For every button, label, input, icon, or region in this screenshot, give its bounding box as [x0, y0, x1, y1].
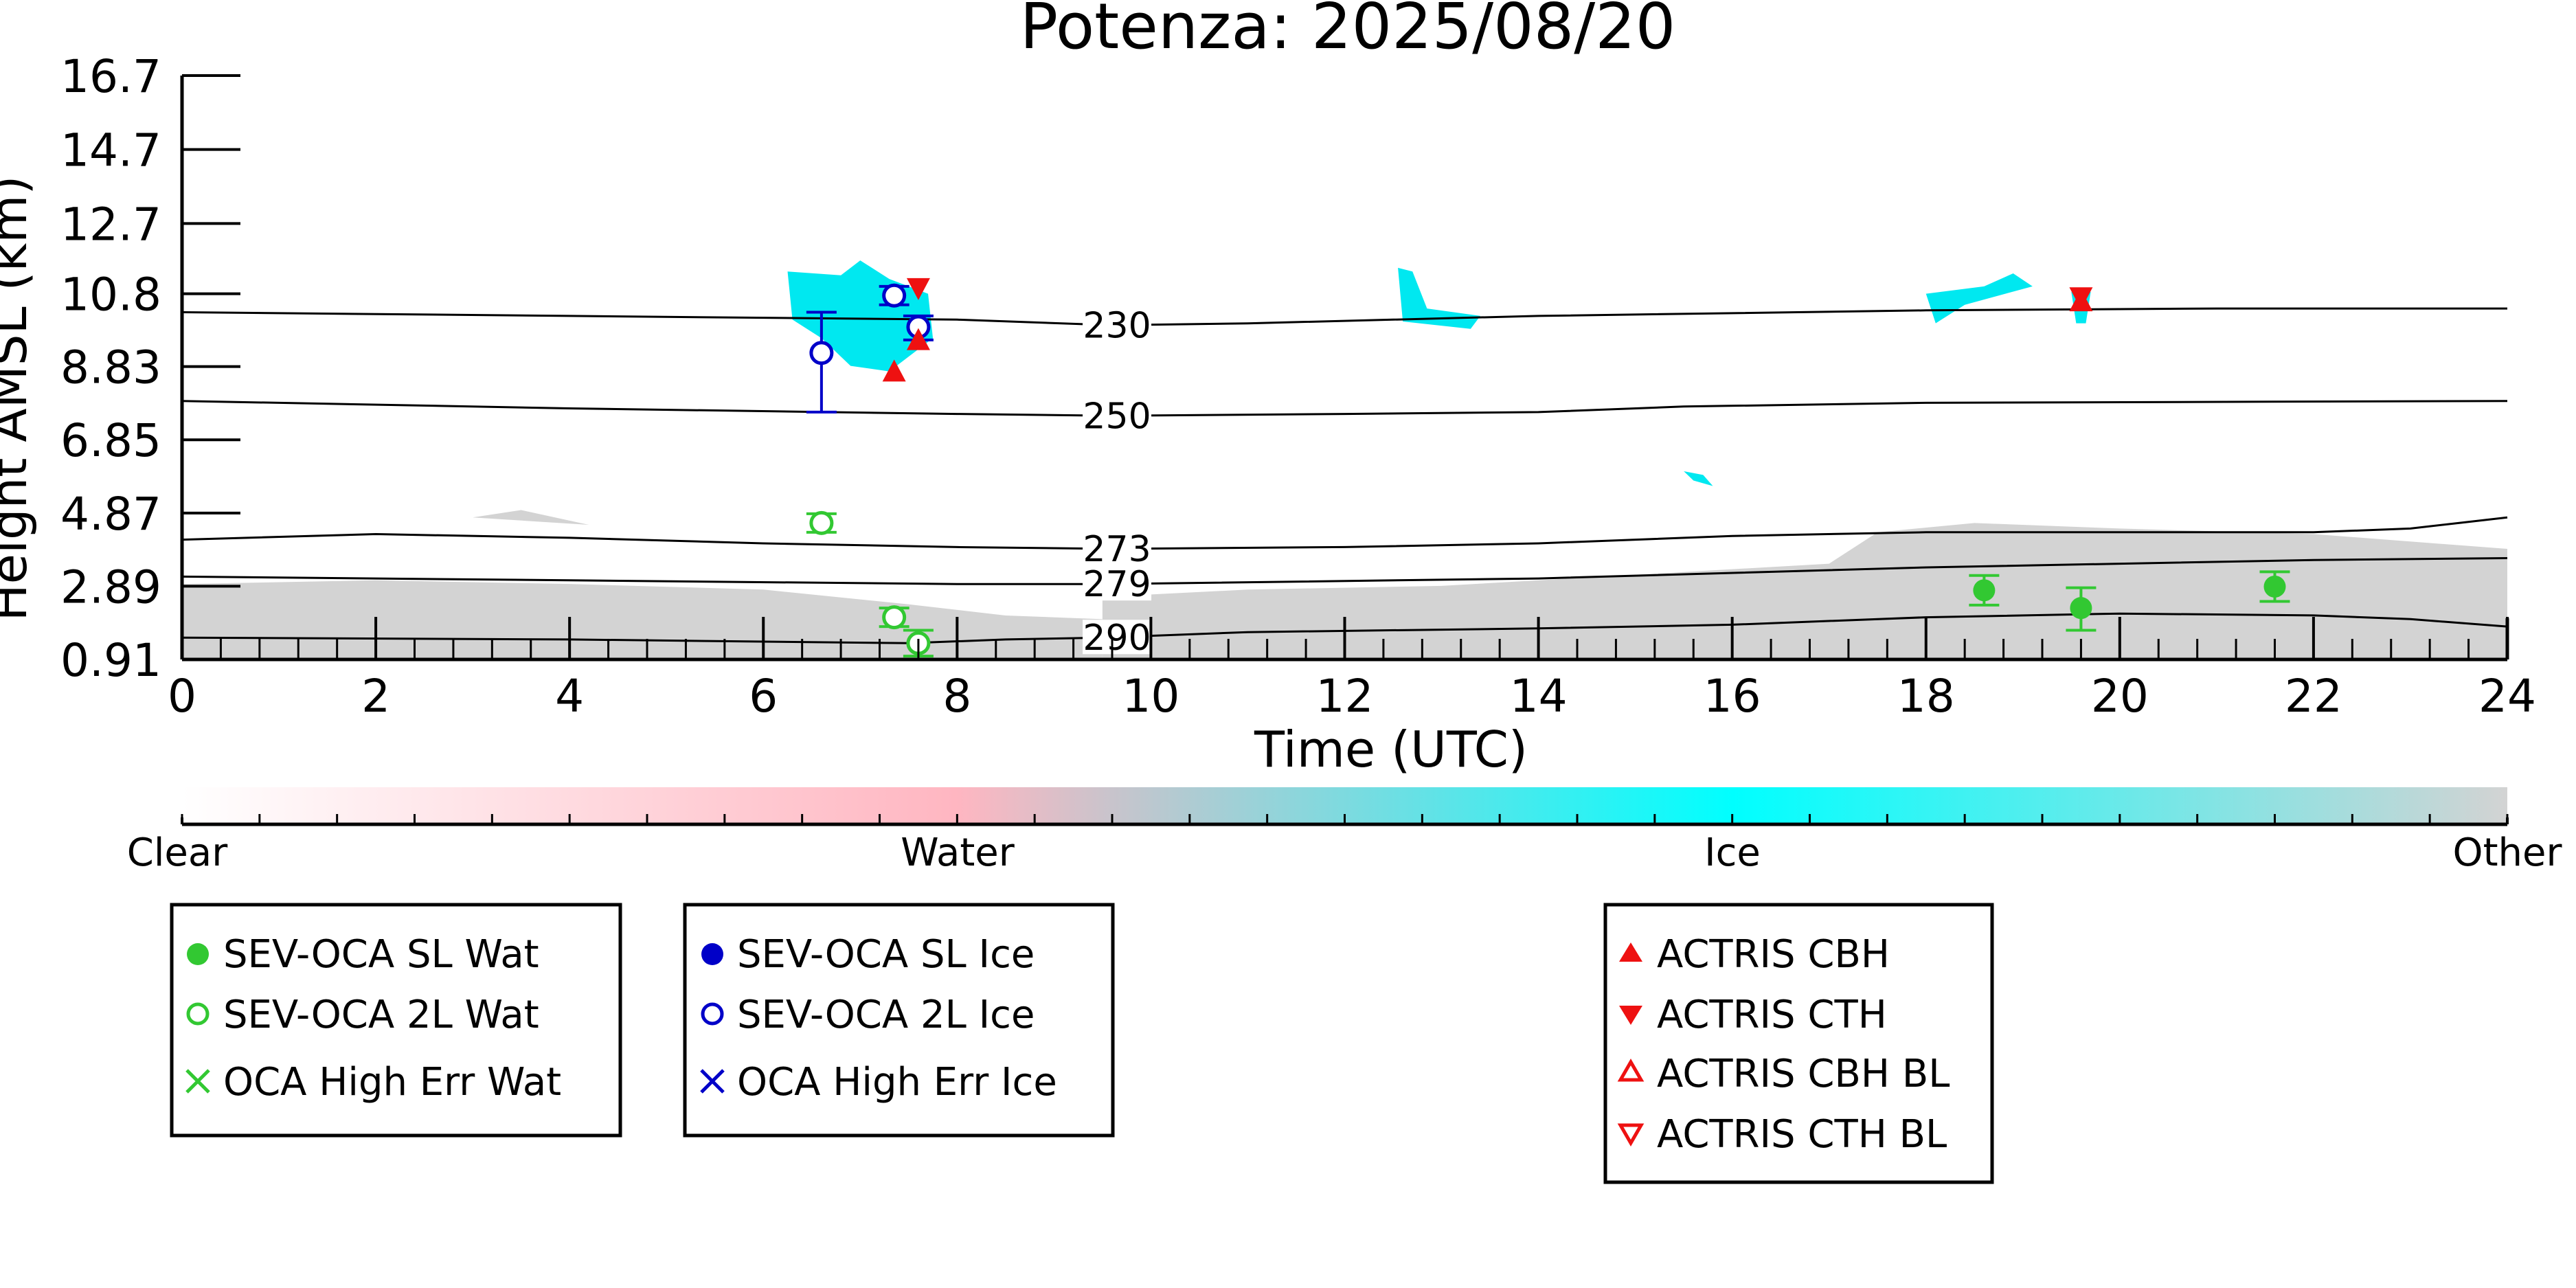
x-tick-label-10: 10: [1122, 670, 1179, 723]
point-sev-oca-2l-ice-1: [882, 283, 907, 308]
y-tick-label-10.8: 10.8: [60, 269, 161, 321]
x-tick-label-24: 24: [2478, 670, 2536, 723]
legend-label-higherr-ice: OCA High Err Ice: [737, 1060, 1057, 1105]
colorbar-label-clear: Clear: [127, 831, 228, 875]
legend-label-sl-wat: SEV-OCA SL Wat: [223, 932, 539, 977]
legend-marker-sl-ice: [701, 943, 723, 965]
legend-label-cbh-bl: ACTRIS CBH BL: [1657, 1052, 1950, 1096]
legend-label-2l-ice: SEV-OCA 2L Ice: [737, 993, 1035, 1037]
isotherm-line-230: [181, 307, 2507, 326]
legend-marker-cbh: [1619, 942, 1642, 962]
boundary-layer-cloud-west: [182, 580, 1103, 659]
y-tick-label-8.83: 8.83: [60, 341, 161, 394]
legend-marker-cth-bl: [1617, 1123, 1645, 1147]
isotherm-label-bg-290: [1083, 620, 1152, 655]
colorbar: Clear Water Ice Other: [127, 787, 2562, 875]
x-tick-label-4: 4: [555, 670, 584, 723]
point-actris-cbh-0: [882, 359, 906, 382]
y-tick-label-12.7: 12.7: [60, 198, 161, 251]
isotherm-label-bg-250: [1083, 398, 1152, 433]
chart-title: Potenza: 2025/08/20: [1020, 0, 1676, 63]
x-tick-label-18: 18: [1897, 670, 1955, 723]
x-axis-label: Time (UTC): [1254, 721, 1528, 778]
colorbar-label-water: Water: [901, 831, 1015, 875]
isotherm-label-290: 290: [1083, 618, 1151, 659]
legend-label-2l-wat: SEV-OCA 2L Wat: [223, 993, 539, 1037]
cloud-patch-mid: [473, 510, 589, 526]
point-actris-cth-1: [2069, 287, 2093, 310]
point-sev-oca-2l-wat-1: [882, 605, 907, 630]
legend-marker-higherr-ice: [700, 1069, 725, 1094]
axes: 0 2 4 6 8 10 12 14 16 18 20 22 240.912.894.876.858.8…: [60, 50, 2536, 723]
legend-marker-2l-ice: [701, 1002, 724, 1026]
legend-ice: SEV-OCA SL Ice SEV-OCA 2L Ice OCA High E…: [683, 903, 1115, 1138]
point-sev-oca-sl-wat-0: [1973, 579, 1996, 602]
isotherm-label-bg-279: [1083, 566, 1152, 601]
point-sev-oca-sl-wat-1: [2070, 597, 2092, 620]
isotherm-line-279: [181, 557, 2508, 585]
x-tick-label-14: 14: [1510, 670, 1568, 723]
legend-water: SEV-OCA SL Wat SEV-OCA 2L Wat OCA High E…: [170, 903, 622, 1138]
x-tick-label-20: 20: [2091, 670, 2149, 723]
isotherm-label-273: 273: [1083, 529, 1151, 570]
isotherm-label-230: 230: [1083, 305, 1151, 346]
isotherm-label-bg-230: [1083, 307, 1152, 342]
isotherm-line-250: [181, 400, 2508, 417]
colorbar-label-other: Other: [2452, 831, 2562, 875]
x-tick-label-22: 22: [2285, 670, 2342, 723]
legend-marker-cbh-bl: [1617, 1058, 1645, 1082]
ice-cloud-evening: [1925, 273, 2033, 324]
legend-label-cth: ACTRIS CTH: [1657, 993, 1887, 1037]
point-sev-oca-2l-wat-0: [809, 510, 834, 535]
y-tick-label-6.85: 6.85: [60, 414, 161, 467]
colorbar-ticks: [181, 814, 2509, 826]
ice-cloud-noon: [1398, 267, 1480, 329]
point-actris-cth-0: [906, 278, 930, 300]
y-tick-label-14.7: 14.7: [60, 124, 161, 177]
y-tick-label-4.87: 4.87: [60, 488, 161, 541]
x-tick-label-0: 0: [168, 670, 196, 723]
x-tick-label-16: 16: [1704, 670, 1761, 723]
legend-label-cbh: ACTRIS CBH: [1657, 932, 1890, 977]
legend-marker-sl-wat: [187, 943, 209, 965]
x-tick-label-2: 2: [361, 670, 390, 723]
legend-actris: ACTRIS CBH ACTRIS CTH ACTRIS CBH BL ACTR…: [1603, 903, 1994, 1184]
y-axis-label: Height AMSL (km): [0, 176, 38, 622]
isotherm-line-273: [181, 516, 2508, 550]
legend-marker-2l-wat: [186, 1002, 210, 1026]
legend-label-cth-bl: ACTRIS CTH BL: [1657, 1112, 1947, 1157]
point-sev-oca-sl-wat-2: [2263, 575, 2286, 598]
legend-marker-cth: [1619, 1006, 1642, 1025]
y-tick-label-2.89: 2.89: [60, 561, 161, 613]
ice-cloud-fragment: [1684, 471, 1713, 486]
point-actris-cbh-1: [906, 328, 930, 350]
colorbar-label-ice: Ice: [1704, 831, 1761, 875]
legend-label-sl-ice: SEV-OCA SL Ice: [737, 932, 1035, 977]
x-tick-label-6: 6: [749, 670, 778, 723]
point-sev-oca-2l-ice-0: [809, 341, 834, 365]
y-tick-label-0.91: 0.91: [60, 634, 161, 687]
x-tick-label-12: 12: [1316, 670, 1374, 723]
isotherm-label-279: 279: [1083, 564, 1151, 605]
y-tick-label-16.7: 16.7: [60, 50, 161, 103]
data-points: [806, 278, 2290, 658]
isotherm-label-bg-273: [1083, 531, 1152, 566]
x-tick-label-8: 8: [942, 670, 971, 723]
legend-label-higherr-wat: OCA High Err Wat: [223, 1060, 561, 1105]
legend-marker-higherr-wat: [185, 1069, 210, 1094]
isotherm-label-250: 250: [1083, 396, 1151, 437]
boundary-layer-cloud-east: [1102, 523, 2507, 659]
